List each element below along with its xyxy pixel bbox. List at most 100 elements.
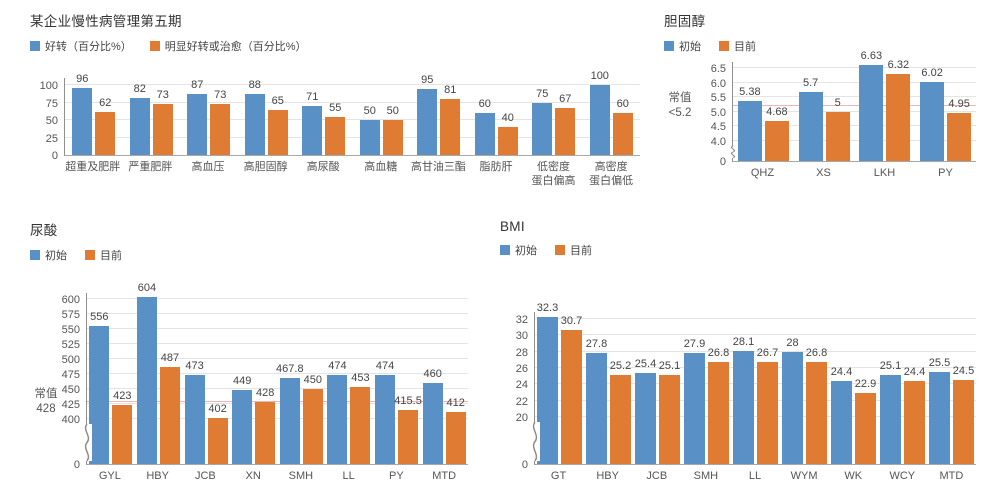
bar-series2 — [159, 366, 180, 464]
legend-item[interactable]: 初始 — [500, 242, 537, 258]
axis-break-icon — [530, 422, 540, 461]
y-axis-tick-label: 575 — [61, 309, 80, 322]
bar-wrap: 60 — [612, 98, 633, 155]
y-axis-tick-label: 24 — [515, 379, 528, 392]
bar-value-label: 402 — [208, 402, 227, 415]
bar-wrap: 423 — [112, 390, 133, 464]
chart-panel-bmi: BMI 初始 目前 20 22 24 26 28 30 32 0 32.3 30.7 27.8 25.… — [488, 213, 986, 487]
normal-value-annotation: 常值 <5.2 — [668, 92, 692, 120]
bar-value-label: 60 — [478, 98, 491, 111]
y-axis-tick-label: 475 — [61, 369, 80, 382]
bar-wrap: 5.7 — [798, 77, 823, 161]
y-axis-tick-label: 25 — [45, 132, 58, 145]
y-axis-tick-label: 425 — [61, 399, 80, 412]
bar-group: 88 65 — [238, 78, 296, 155]
bar-wrap: 474 — [327, 360, 348, 464]
bar-series2 — [610, 374, 631, 464]
legend-item[interactable]: 初始 — [30, 247, 67, 263]
bar-value-label: 82 — [133, 82, 146, 95]
bar-wrap: 460 — [422, 368, 443, 464]
axis-break-icon — [82, 424, 92, 461]
x-axis-category-label: WCY — [889, 470, 916, 482]
legend: 初始 目前 — [30, 247, 468, 263]
bar-value-label: 30.7 — [560, 314, 583, 327]
bar-value-label: 25.1 — [879, 360, 902, 373]
bar-value-label: 415.5 — [394, 394, 422, 407]
bar-series2 — [886, 73, 911, 161]
x-axis-category-label: MTD — [432, 470, 457, 482]
bar-groups: 96 62 82 73 87 73 88 65 71 55 50 50 95 81 60 40 75 67 100 6… — [65, 70, 640, 155]
bar-wrap: 73 — [210, 89, 231, 155]
bar-value-label: 6.02 — [921, 67, 943, 80]
bar-series2 — [806, 361, 827, 464]
bar-value-label: 32.3 — [536, 301, 559, 314]
bar-group: 75 67 — [525, 78, 583, 155]
gridline — [87, 298, 468, 300]
legend-label: 目前 — [100, 250, 122, 262]
bar-group: 473 402 — [182, 293, 230, 464]
y-axis: 4.0 4.5 5.0 5.5 6.0 6.5 0 常值 <5.2 — [662, 62, 732, 180]
bar-series2 — [325, 116, 346, 155]
x-axis-category-label: JCB — [646, 470, 668, 482]
y-axis-tick-label: 30 — [515, 330, 528, 343]
bar-group: 24.4 22.9 — [829, 312, 878, 464]
bar-wrap: 28.1 — [733, 336, 754, 464]
x-axis-category-label: 高密度 蛋白偏低 — [589, 161, 634, 187]
x-axis: QHZ XS LKH PY — [732, 162, 976, 180]
legend: 初始 目前 — [500, 242, 976, 258]
bar-value-label: 28.1 — [732, 335, 755, 348]
bar-value-label: 556 — [90, 310, 109, 323]
gridline — [733, 96, 976, 98]
bar-series1 — [589, 85, 610, 155]
bar-series1 — [537, 316, 558, 464]
bar-group: 50 50 — [353, 78, 411, 155]
bar-value-label: 4.68 — [766, 106, 788, 119]
gridline — [733, 110, 976, 112]
y-axis-tick-label: 5.5 — [710, 92, 726, 105]
bar-series2 — [757, 362, 778, 464]
bar-value-label: 450 — [303, 374, 322, 387]
gridline — [535, 416, 976, 417]
x-axis-category-label: XS — [816, 167, 831, 179]
bar-wrap: 4.95 — [947, 98, 972, 161]
bar-series2 — [112, 405, 133, 464]
bar-value-label: 24.4 — [830, 366, 853, 379]
bar-wrap: 26.8 — [708, 347, 729, 464]
bar-series1 — [244, 93, 265, 155]
bar-series1 — [187, 94, 208, 155]
x-axis-category-label: 超重及肥胖 — [65, 161, 121, 173]
legend-item[interactable]: 目前 — [555, 242, 592, 258]
legend-item[interactable]: 目前 — [85, 247, 122, 263]
x-axis-category-label: HBY — [596, 470, 619, 482]
bar-value-label: 40 — [501, 112, 514, 125]
bar-series1 — [733, 350, 754, 464]
bar-group: 25.5 24.5 — [927, 312, 976, 464]
gridline — [87, 313, 468, 315]
legend-item[interactable]: 好转（百分比%） — [30, 38, 132, 54]
legend-item[interactable]: 初始 — [664, 38, 701, 54]
bar-series1 — [302, 105, 323, 155]
bar-value-label: 423 — [113, 390, 132, 403]
bar-value-label: 27.9 — [683, 337, 706, 350]
gridline — [87, 328, 468, 330]
bar-value-label: 6.63 — [860, 49, 883, 62]
legend-item[interactable]: 明显好转或治愈（百分比%） — [149, 38, 307, 54]
bar-group: 556 423 — [87, 293, 135, 464]
bar-wrap: 6.32 — [886, 59, 911, 161]
bar-wrap: 60 — [474, 98, 495, 155]
legend: 好转（百分比%） 明显好转或治愈（百分比%） — [30, 38, 640, 54]
bar-wrap: 50 — [382, 105, 403, 155]
bar-group: 25.4 25.1 — [633, 312, 682, 464]
legend-item[interactable]: 目前 — [719, 38, 756, 54]
gridline — [87, 343, 468, 345]
bar-wrap: 30.7 — [561, 315, 582, 464]
x-axis-category-label: WK — [844, 470, 863, 482]
y-axis-tick-label: 20 — [515, 412, 528, 424]
y-axis-tick-label: 4.5 — [710, 121, 726, 134]
legend-swatch-icon — [555, 245, 565, 255]
bar-series1 — [635, 372, 656, 464]
gridline — [733, 81, 976, 83]
bar-series2 — [555, 108, 576, 155]
bar-wrap: 467.8 — [276, 363, 304, 464]
